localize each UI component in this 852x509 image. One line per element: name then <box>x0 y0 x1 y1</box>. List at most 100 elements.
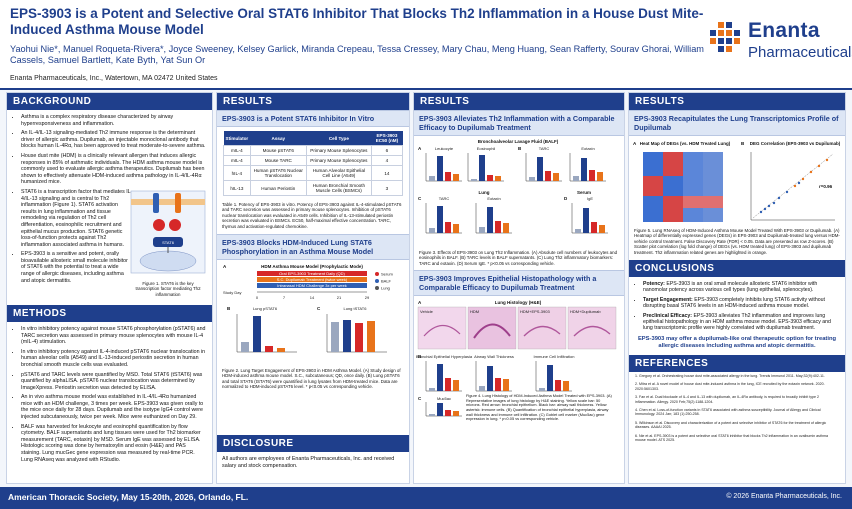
timeline-bar-label: S.C. Dupilumab Treatment (twice week) <box>277 277 348 282</box>
reference-item: 6. Nie et al. EPS-3903 is a potent and s… <box>635 433 828 442</box>
svg-text:A: A <box>418 146 422 151</box>
rnaseq-subheading: EPS-3903 Recapitulates the Lung Transcri… <box>629 110 845 136</box>
serum-title: Serum <box>577 190 591 195</box>
methods-bullet: In vitro inhibitory potency against mous… <box>21 326 206 346</box>
conclusion-bullet: Target Engagement: EPS-3903 completely i… <box>643 297 839 310</box>
timeline-bar-label: Oral EPS-3903 Treatment Daily (QD) <box>279 271 345 276</box>
legend-serum: Serum <box>381 272 393 277</box>
poster-header: EPS-3903 is a Potent and Selective Oral … <box>0 0 852 90</box>
correlation-value: r=0.96 <box>819 184 833 189</box>
conclusion-label: Preclinical Efficacy: <box>643 312 694 319</box>
reference-item: 1. Gregory et al. Orchestrating house du… <box>635 373 825 378</box>
figure-3-caption: Figure 3. Effects of EPS-3903 on Lung Th… <box>419 250 618 266</box>
methods-bullet: An in vivo asthma mouse model was establ… <box>21 394 206 420</box>
table-cell: Primary Mouse Splenocytes <box>305 155 372 166</box>
svg-text:A: A <box>633 141 637 146</box>
disclosure-heading: DISCLOSURE <box>217 435 409 452</box>
th2-subheading: EPS-3903 Alleviates Th2 Inflammation wit… <box>414 110 624 136</box>
panel-a-title: Heat Map of DEGs (vs. HDM Treated Lung) <box>640 141 731 146</box>
day-tick: 29 <box>365 295 370 300</box>
score-title: Immune Cell Infiltration <box>534 354 575 359</box>
figure-4: A Lung Histology (H&E) Vehicle HDM HDM+E… <box>414 296 624 421</box>
methods-heading: METHODS <box>7 304 212 322</box>
table-cell: hIL-13 <box>223 180 251 196</box>
column-results-1: RESULTS EPS-3903 is a Potent STAT6 Inhib… <box>216 92 410 484</box>
conclusion-label: Potency: <box>643 281 667 288</box>
table-cell: 14 <box>370 165 404 181</box>
svg-text:A: A <box>418 300 422 305</box>
conclusions-bullets: Potency: EPS-3903 is an oral small molec… <box>629 277 845 332</box>
background-bullet: An IL-4/IL-13 signaling-mediated Th2 imm… <box>21 130 206 150</box>
table-cell: hIL-4 <box>223 165 251 181</box>
table-cell: Mouse pSTAT6 <box>249 145 307 156</box>
affiliation: Enanta Pharmaceuticals, Inc., Watertown,… <box>10 75 218 82</box>
background-bullet: STAT6 is a transcription factor that med… <box>21 189 133 248</box>
table-cell: Human Alveolar Epithelial Cell Line (A54… <box>305 165 372 181</box>
model-title: HDM Asthma Mouse Model (Prophylactic Mod… <box>261 264 363 269</box>
figure-1-caption: Figure 1. STAT6 is the key transcription… <box>135 280 201 297</box>
results-heading: RESULTS <box>414 93 624 110</box>
panel-b-title: Lung pSTAT6 <box>253 306 278 311</box>
day-tick: 14 <box>310 295 315 300</box>
panel-title: TARC <box>439 196 450 201</box>
table-row: hIL-4 Human pSTAT6 Nuclear Translocation… <box>223 165 404 181</box>
figure-1: STAT6 Figure 1. STAT6 is the key transcr… <box>129 189 207 299</box>
figure-3: Bronchoalveolar Lavage Fluid (BALF) A Le… <box>414 136 624 248</box>
conclusion-closing: EPS-3903 may offer a dupilumab-like oral… <box>637 335 837 349</box>
conclusion-bullet: Potency: EPS-3903 is an oral small molec… <box>643 281 839 294</box>
column-results-3: RESULTS EPS-3903 Recapitulates the Lung … <box>628 92 846 484</box>
figure-2-caption: Figure 2. Lung Target Engagement of EPS-… <box>222 368 401 390</box>
table-cell: Human pSTAT6 Nuclear Translocation <box>249 165 307 181</box>
conclusion-text: EPS-3903 completely inhibits lung STAT6 … <box>643 296 825 310</box>
column-background-methods: BACKGROUND Asthma is a complex respirato… <box>6 92 213 484</box>
conclusion-text: EPS-3903 is an oral small molecule allos… <box>643 281 818 294</box>
figure-5: A Heat Map of DEGs (vs. HDM Treated Lung… <box>629 136 845 226</box>
svg-text:B: B <box>227 306 231 311</box>
reference-item: 5. Wilkinson et al. Discovery and charac… <box>635 420 827 430</box>
table-cell: 6 <box>370 145 404 156</box>
conclusion-label: Target Engagement: <box>643 296 695 303</box>
table-row: mIL-4 Mouse TARC Primary Mouse Splenocyt… <box>223 155 404 166</box>
score-title: Bronchial Epithelial Hyperplasia <box>416 354 473 359</box>
potency-table: Stimulator Assay Cell Type EPS-3903 EC50… <box>223 131 404 196</box>
svg-text:B: B <box>518 146 522 151</box>
score-title: Airway Wall Thickness <box>474 354 514 359</box>
table-header: Cell Type <box>306 131 372 146</box>
heatmap <box>643 152 723 222</box>
table-cell: 4 <box>370 155 404 166</box>
methods-bullet: pSTAT6 and TARC levels were quantified b… <box>21 372 206 392</box>
figure-1-label: STAT6 <box>162 240 175 245</box>
logo-name: Enanta <box>748 19 820 42</box>
figure-4-graphic: A Lung Histology (H&E) Vehicle HDM HDM+E… <box>416 300 617 417</box>
panel-title: Eotaxin <box>487 196 500 201</box>
svg-text:C: C <box>418 196 422 201</box>
results-heading: RESULTS <box>217 93 409 110</box>
histo-label: Vehicle <box>420 309 434 314</box>
panel-b-title: DEG Correlation (EPS-3903 vs Dupilumab) <box>750 141 841 146</box>
svg-text:B: B <box>418 354 422 359</box>
table-cell: 3 <box>370 180 404 196</box>
table-cell: mIL-4 <box>223 145 251 156</box>
target-engagement-subheading: EPS-3903 Blocks HDM-Induced Lung STAT6 P… <box>217 234 409 261</box>
timeline-bar-label: Intranasal HDM Challenge 3x per week <box>277 283 347 288</box>
table-cell: Primary Mouse Splenocytes <box>305 145 372 156</box>
reference-item: 4. Chen et al. Loss-of-function variants… <box>635 407 821 417</box>
svg-text:A: A <box>223 264 227 269</box>
table-row: mIL-4 Mouse pSTAT6 Primary Mouse Splenoc… <box>223 145 404 156</box>
svg-text:D: D <box>564 196 568 201</box>
figure-5-caption: Figure 5. Lung RNAseq of HDM-Induced Ast… <box>634 228 840 255</box>
figure-4-caption: Figure 4. Lung Histology of HDM-Induced … <box>466 393 612 422</box>
poster-title: EPS-3903 is a Potent and Selective Oral … <box>10 6 704 37</box>
histo-label: HDM+EPS-3903 <box>520 309 550 314</box>
histology-title: Lung Histology (H&E) <box>495 300 542 305</box>
balf-title: Bronchoalveolar Lavage Fluid (BALF) <box>478 139 559 144</box>
day-tick: 7 <box>283 295 286 300</box>
figure-2: A HDM Asthma Mouse Model (Prophylactic M… <box>217 260 409 367</box>
legend-lung: Lung <box>381 286 390 291</box>
reference-item: 3. Fan et al. Dual blockade of IL-4 and … <box>635 395 820 404</box>
column-results-2: RESULTS EPS-3903 Alleviates Th2 Inflamma… <box>413 92 625 484</box>
table-row: hIL-13 Human Periostin Human Bronchial S… <box>223 180 404 196</box>
panel-title: Eosinophil <box>477 146 496 151</box>
methods-bullet: In vitro inhibitory potency against IL-4… <box>21 349 206 369</box>
conference-info: American Thoracic Society, May 15-20th, … <box>8 492 249 502</box>
